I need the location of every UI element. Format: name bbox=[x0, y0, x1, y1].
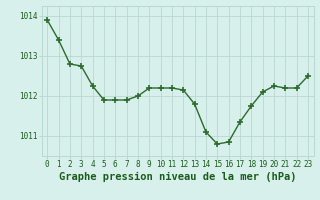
X-axis label: Graphe pression niveau de la mer (hPa): Graphe pression niveau de la mer (hPa) bbox=[59, 172, 296, 182]
